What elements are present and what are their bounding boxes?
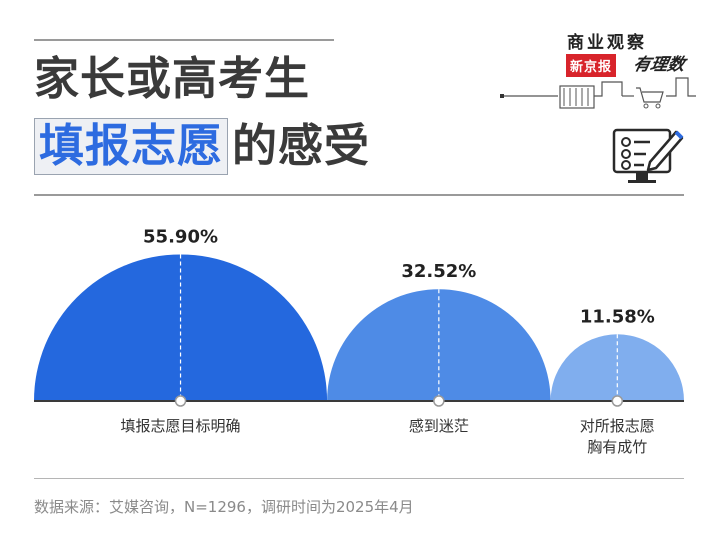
header-divider: [34, 194, 684, 196]
survey-checklist-icon: [612, 128, 684, 183]
title-highlight: 填报志愿: [34, 118, 229, 175]
semicircle-mark-3: [550, 334, 684, 401]
brand-logo: 商业观察 新京报 有理数: [498, 28, 698, 114]
value-label-3: 11.58%: [580, 306, 655, 327]
brand-tag: 新京报: [566, 54, 617, 77]
category-label-3-line-2: 胸有成竹: [587, 438, 647, 456]
category-label-3-line-1: 对所报志愿: [580, 417, 655, 435]
title-rest: 的感受: [232, 119, 371, 172]
semicircle-mark-2: [327, 289, 551, 401]
value-label-1: 55.90%: [143, 226, 218, 247]
center-dot-2: [433, 395, 445, 407]
center-dot-3: [611, 395, 624, 407]
center-dot-1: [174, 395, 187, 407]
data-source: 数据来源：艾媒咨询，N=1296，调研时间为2025年4月: [34, 498, 414, 516]
title-line2: 填报志愿 的感受: [34, 118, 370, 175]
category-label-1: 填报志愿目标明确: [121, 417, 241, 435]
storefront-line-art-icon: [500, 77, 696, 109]
top-rule: [34, 39, 334, 41]
footer-divider: [34, 478, 684, 479]
brand-name: 商业观察: [567, 33, 647, 53]
value-label-2: 32.52%: [401, 261, 476, 282]
category-label-2: 感到迷茫: [409, 417, 469, 435]
title-line1: 家长或高考生: [34, 52, 311, 105]
